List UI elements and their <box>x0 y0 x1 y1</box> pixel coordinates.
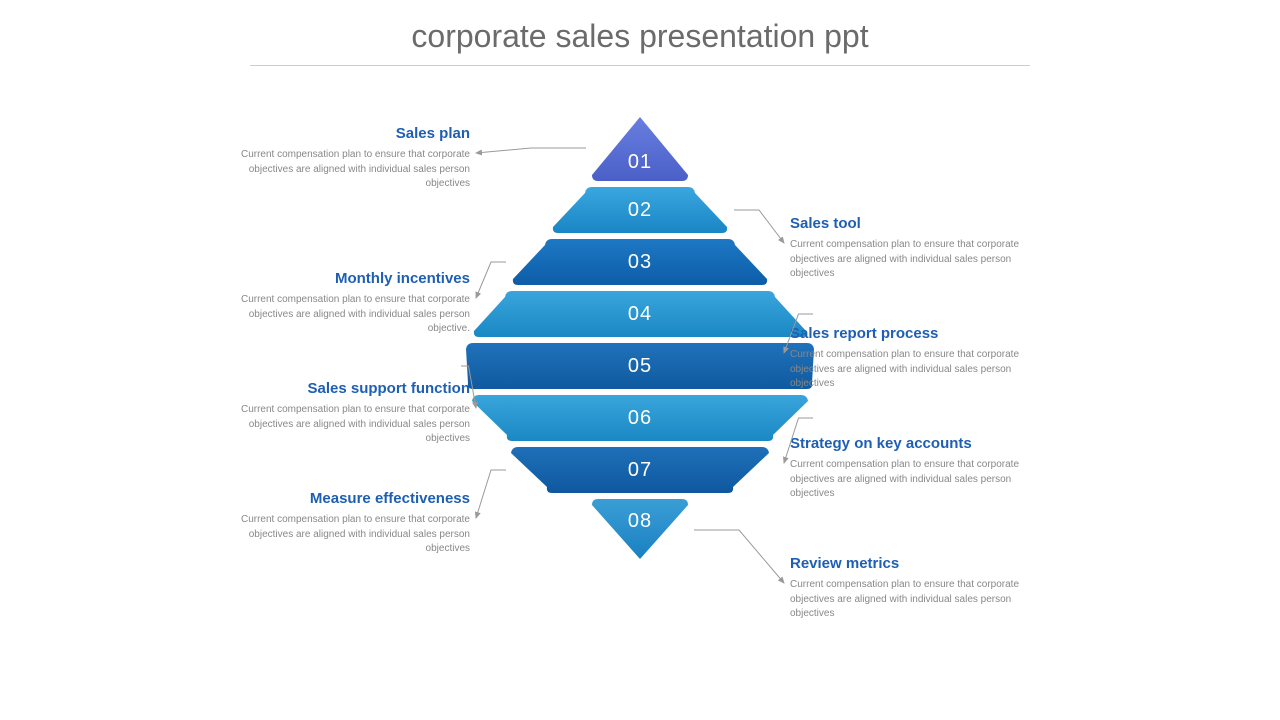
arrow-06 <box>784 418 813 463</box>
title-underline <box>250 65 1030 66</box>
arrow-01 <box>476 148 586 153</box>
arrow-07 <box>476 470 506 518</box>
arrow-layer <box>0 115 1280 695</box>
arrow-02 <box>734 210 784 243</box>
slide-title: corporate sales presentation ppt <box>0 0 1280 55</box>
arrow-03 <box>476 262 506 298</box>
diamond-diagram: 0102030405060708 Sales planCurrent compe… <box>0 115 1280 695</box>
arrow-04 <box>784 314 813 353</box>
arrow-08 <box>694 530 784 583</box>
arrow-05 <box>461 366 476 408</box>
